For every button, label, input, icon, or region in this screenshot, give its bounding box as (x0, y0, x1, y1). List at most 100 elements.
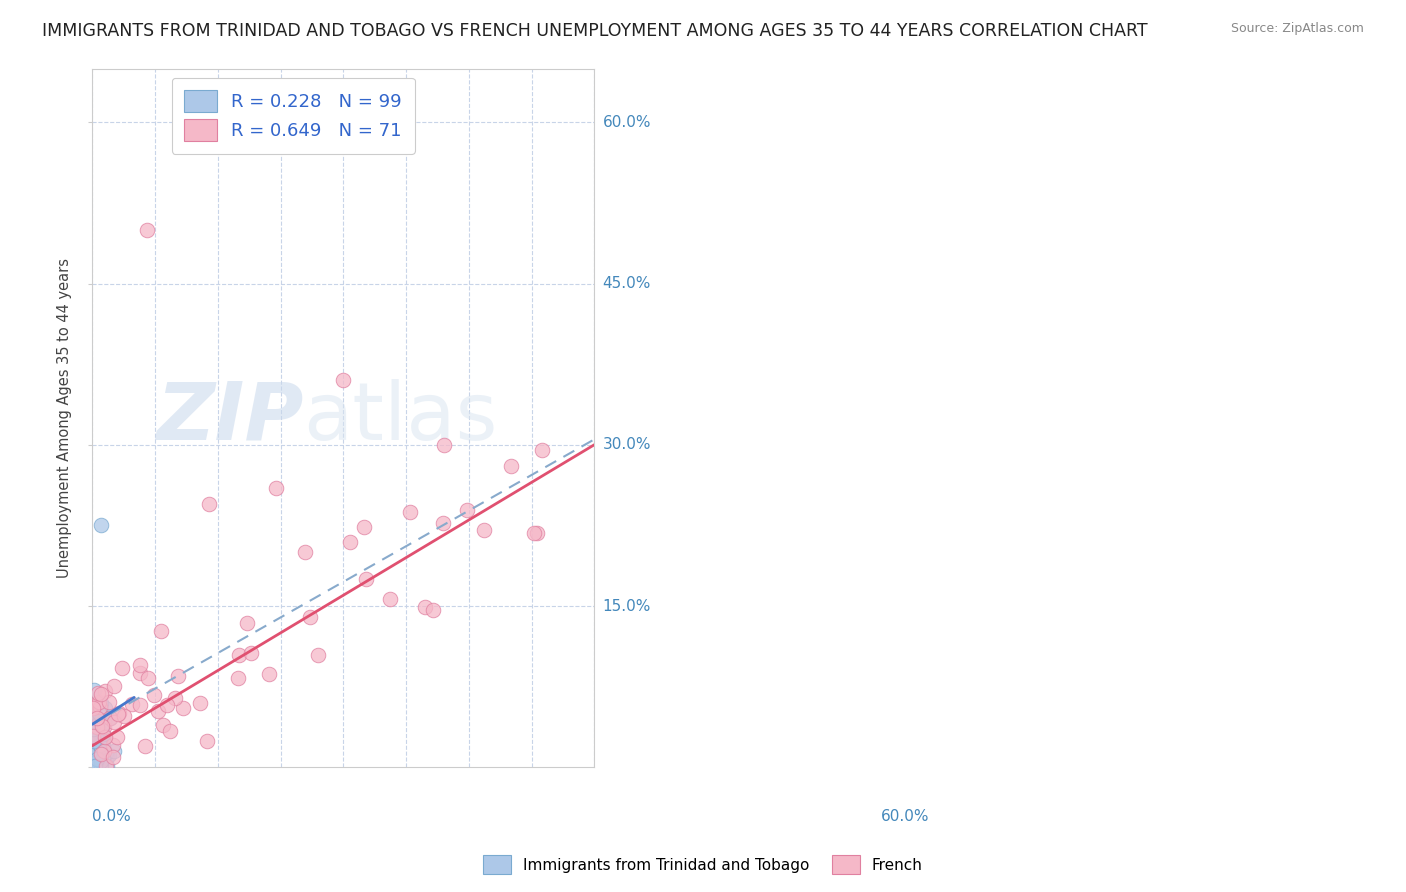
Point (91, 739, 114, 753)
Point (378, 592, 401, 607)
Text: 60.0%: 60.0% (603, 115, 651, 129)
Point (82, 733, 104, 747)
Point (266, 481, 288, 495)
Point (84, 729, 107, 743)
Point (82, 715, 104, 730)
Point (83, 743, 105, 757)
Point (82, 739, 104, 753)
Point (93, 714, 115, 729)
Point (413, 599, 436, 614)
Point (107, 706, 129, 721)
Point (83, 740, 105, 755)
Point (83, 734, 105, 748)
Point (433, 438, 456, 452)
Point (84, 746, 107, 760)
Point (83, 759, 105, 773)
Point (82, 741, 104, 756)
Point (83, 747, 105, 762)
Point (83, 738, 105, 752)
Point (84, 758, 107, 772)
Legend: Immigrants from Trinidad and Tobago, French: Immigrants from Trinidad and Tobago, Fre… (477, 849, 929, 880)
Point (86, 742, 108, 756)
Point (86, 737, 108, 751)
Point (93, 720, 115, 734)
Point (90, 720, 112, 734)
Text: atlas: atlas (304, 379, 498, 457)
Point (150, 624, 173, 638)
Point (87, 759, 110, 773)
Point (89, 738, 111, 752)
Point (86, 753, 108, 767)
Point (91, 719, 114, 733)
Point (84, 730, 107, 744)
Point (499, 459, 522, 474)
Point (166, 669, 188, 683)
Point (339, 535, 361, 549)
Point (129, 658, 152, 673)
Point (136, 672, 159, 686)
Point (128, 666, 150, 681)
Point (522, 525, 544, 540)
Point (148, 704, 170, 718)
Point (82, 713, 104, 727)
Point (101, 750, 124, 764)
Point (90, 697, 112, 711)
Point (82, 752, 104, 766)
Point (82, 759, 104, 773)
Point (83, 698, 105, 713)
Point (83, 718, 105, 732)
Point (83, 745, 105, 759)
Point (83, 738, 105, 752)
Point (399, 505, 422, 519)
Legend: R = 0.228   N = 99, R = 0.649   N = 71: R = 0.228 N = 99, R = 0.649 N = 71 (172, 78, 415, 154)
Point (188, 696, 211, 710)
Point (103, 679, 125, 693)
Point (94, 683, 117, 698)
Point (82, 727, 104, 741)
Text: Source: ZipAtlas.com: Source: ZipAtlas.com (1230, 22, 1364, 36)
Point (103, 738, 125, 752)
Point (94, 700, 117, 714)
Point (84, 746, 107, 760)
Point (353, 520, 375, 534)
Point (91, 710, 114, 724)
Text: 15.0%: 15.0% (603, 599, 651, 614)
Point (90, 747, 112, 761)
Point (83, 736, 105, 750)
Text: 30.0%: 30.0% (603, 437, 651, 452)
Point (240, 647, 263, 661)
Point (98, 748, 121, 763)
Point (84, 707, 107, 722)
Point (456, 503, 478, 517)
Point (90, 710, 112, 724)
Point (98, 695, 121, 709)
Point (105, 730, 128, 744)
Point (82, 736, 104, 750)
Point (84, 709, 107, 723)
Point (172, 701, 194, 715)
Point (195, 734, 218, 748)
Point (111, 661, 134, 675)
Point (82, 759, 104, 773)
Point (84, 729, 107, 743)
Point (129, 698, 152, 712)
Point (294, 545, 316, 559)
Point (96, 759, 118, 773)
Point (165, 691, 187, 706)
Point (98, 711, 121, 725)
Point (83, 732, 105, 747)
Point (82, 724, 104, 739)
Point (152, 718, 174, 732)
Text: 0.0%: 0.0% (93, 809, 131, 824)
Point (91, 751, 114, 765)
Point (93, 731, 115, 745)
Point (108, 706, 131, 721)
Point (298, 610, 321, 624)
Point (121, 697, 143, 711)
Point (91, 716, 114, 731)
Point (93, 730, 115, 744)
Point (86, 747, 108, 762)
Point (156, 698, 179, 713)
Point (93, 744, 115, 758)
Point (98, 711, 121, 725)
